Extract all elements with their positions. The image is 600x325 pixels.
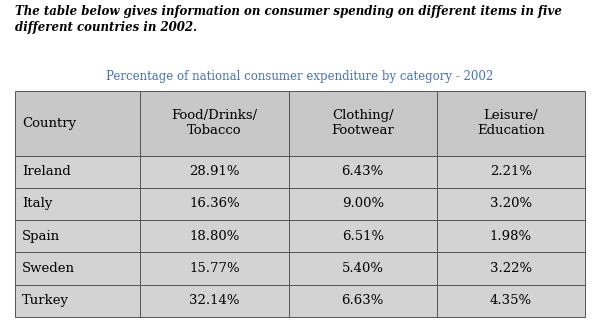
Text: 2.21%: 2.21% bbox=[490, 165, 532, 178]
Bar bbox=[437, 285, 585, 317]
Text: 6.63%: 6.63% bbox=[341, 294, 384, 307]
Bar bbox=[140, 220, 289, 252]
Bar bbox=[289, 188, 437, 220]
Bar bbox=[289, 91, 437, 156]
Text: Country: Country bbox=[22, 117, 76, 130]
Bar bbox=[437, 252, 585, 285]
Text: 6.51%: 6.51% bbox=[341, 230, 384, 243]
Text: Sweden: Sweden bbox=[22, 262, 75, 275]
Text: 32.14%: 32.14% bbox=[189, 294, 240, 307]
Bar bbox=[140, 252, 289, 285]
Text: 3.22%: 3.22% bbox=[490, 262, 532, 275]
Bar bbox=[289, 220, 437, 252]
Bar bbox=[289, 252, 437, 285]
Bar bbox=[289, 156, 437, 188]
Text: 4.35%: 4.35% bbox=[490, 294, 532, 307]
Text: 15.77%: 15.77% bbox=[189, 262, 240, 275]
Text: Percentage of national consumer expenditure by category - 2002: Percentage of national consumer expendit… bbox=[106, 70, 494, 83]
Bar bbox=[140, 91, 289, 156]
Bar bbox=[289, 285, 437, 317]
Text: Italy: Italy bbox=[22, 197, 53, 211]
Text: Ireland: Ireland bbox=[22, 165, 71, 178]
Text: Leisure/
Education: Leisure/ Education bbox=[477, 109, 545, 137]
Text: 28.91%: 28.91% bbox=[189, 165, 240, 178]
Bar bbox=[437, 91, 585, 156]
Text: 3.20%: 3.20% bbox=[490, 197, 532, 211]
Text: The table below gives information on consumer spending on different items in fiv: The table below gives information on con… bbox=[15, 5, 562, 34]
Bar bbox=[15, 285, 140, 317]
Text: 6.43%: 6.43% bbox=[341, 165, 384, 178]
Text: Spain: Spain bbox=[22, 230, 61, 243]
Bar bbox=[15, 188, 140, 220]
Bar bbox=[140, 285, 289, 317]
Text: 9.00%: 9.00% bbox=[341, 197, 384, 211]
Bar bbox=[15, 156, 140, 188]
Text: 18.80%: 18.80% bbox=[190, 230, 239, 243]
Bar bbox=[437, 188, 585, 220]
Bar bbox=[140, 188, 289, 220]
Bar bbox=[15, 91, 140, 156]
Text: 16.36%: 16.36% bbox=[189, 197, 240, 211]
Text: Food/Drinks/
Tobacco: Food/Drinks/ Tobacco bbox=[172, 109, 257, 137]
Text: 1.98%: 1.98% bbox=[490, 230, 532, 243]
Bar bbox=[15, 252, 140, 285]
Bar bbox=[437, 220, 585, 252]
Bar bbox=[140, 156, 289, 188]
Text: Clothing/
Footwear: Clothing/ Footwear bbox=[331, 109, 394, 137]
Bar bbox=[437, 156, 585, 188]
Text: 5.40%: 5.40% bbox=[342, 262, 384, 275]
Text: Turkey: Turkey bbox=[22, 294, 69, 307]
Bar bbox=[15, 220, 140, 252]
